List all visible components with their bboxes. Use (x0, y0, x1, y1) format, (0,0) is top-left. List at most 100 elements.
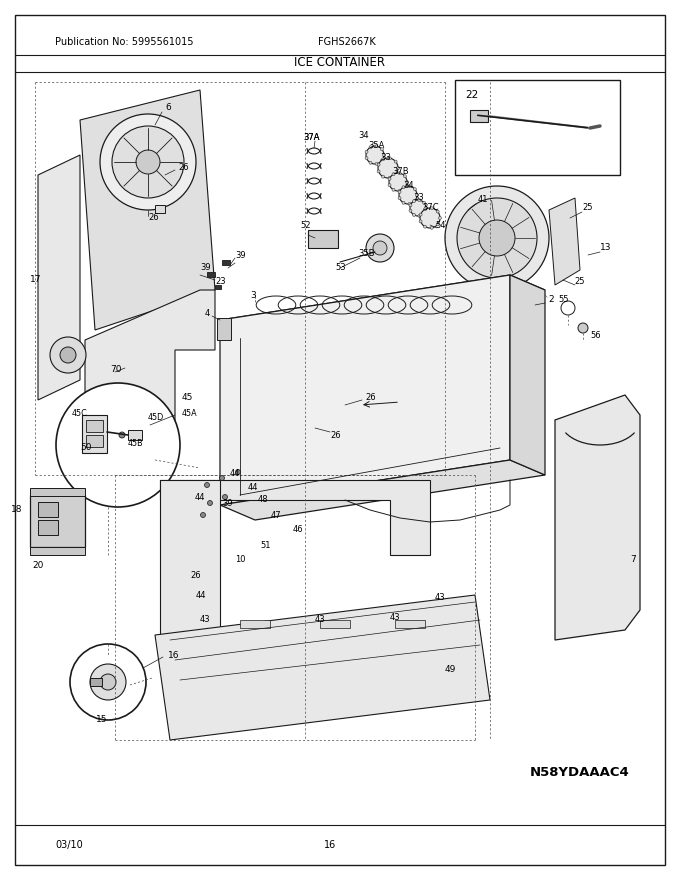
Text: 26: 26 (148, 214, 158, 223)
Bar (320, 620, 350, 628)
Polygon shape (510, 275, 545, 475)
Circle shape (369, 146, 372, 149)
Bar (155, 205, 165, 213)
Text: 41: 41 (478, 195, 488, 204)
Circle shape (410, 200, 426, 216)
Circle shape (394, 160, 397, 163)
Polygon shape (80, 90, 215, 330)
Circle shape (403, 175, 407, 178)
Circle shape (409, 204, 412, 207)
Circle shape (378, 158, 398, 178)
Circle shape (50, 337, 86, 373)
Text: 39: 39 (235, 251, 245, 260)
Circle shape (394, 173, 397, 176)
Text: 43: 43 (315, 615, 326, 625)
Circle shape (430, 226, 433, 230)
Circle shape (377, 170, 380, 173)
Circle shape (457, 198, 537, 278)
Circle shape (578, 323, 588, 333)
Text: 35A: 35A (368, 141, 384, 150)
Text: 53: 53 (335, 263, 345, 273)
Text: 45: 45 (182, 393, 193, 402)
Circle shape (90, 664, 126, 700)
Circle shape (415, 194, 418, 196)
Circle shape (402, 186, 405, 188)
Circle shape (423, 202, 426, 204)
Circle shape (56, 383, 180, 507)
Text: 45A: 45A (182, 408, 198, 417)
Text: 44: 44 (248, 483, 258, 493)
Polygon shape (555, 395, 640, 640)
Circle shape (413, 214, 415, 216)
Circle shape (373, 241, 387, 255)
Circle shape (388, 184, 391, 187)
Text: 44: 44 (195, 494, 205, 502)
Text: 37C: 37C (422, 203, 439, 212)
Circle shape (222, 495, 228, 500)
Circle shape (430, 207, 433, 209)
Text: 18: 18 (10, 505, 22, 515)
Circle shape (398, 189, 401, 193)
Polygon shape (220, 460, 545, 520)
Bar (207, 272, 215, 277)
Text: 25: 25 (574, 277, 585, 287)
Text: 10: 10 (235, 555, 245, 564)
Bar (38, 520, 58, 535)
Circle shape (70, 644, 146, 720)
Text: 26: 26 (365, 393, 375, 402)
Polygon shape (38, 155, 80, 400)
Text: 34: 34 (403, 180, 413, 189)
Text: 44: 44 (196, 590, 207, 599)
Circle shape (112, 126, 184, 198)
Text: 26: 26 (330, 430, 341, 439)
Text: Publication No: 5995561015: Publication No: 5995561015 (55, 37, 194, 47)
Text: 13: 13 (600, 244, 611, 253)
Text: 39: 39 (222, 500, 233, 509)
Text: 55: 55 (558, 296, 568, 304)
Text: 15: 15 (96, 715, 107, 724)
Circle shape (100, 114, 196, 210)
Circle shape (100, 674, 116, 690)
Circle shape (220, 475, 224, 480)
Circle shape (207, 501, 212, 505)
Circle shape (388, 176, 391, 180)
Bar (86, 420, 103, 432)
Text: ICE CONTAINER: ICE CONTAINER (294, 56, 386, 70)
Polygon shape (160, 480, 220, 640)
Circle shape (418, 199, 421, 202)
Text: 49: 49 (445, 665, 456, 674)
Polygon shape (220, 275, 545, 335)
Circle shape (205, 482, 209, 488)
Circle shape (424, 208, 426, 211)
Bar (30, 547, 85, 555)
Text: 22: 22 (465, 90, 478, 100)
Text: 43: 43 (390, 613, 401, 622)
Bar (82, 415, 107, 453)
Text: 26: 26 (178, 164, 188, 172)
Circle shape (388, 178, 391, 180)
Circle shape (381, 158, 384, 161)
Text: 50: 50 (80, 443, 92, 451)
Text: 52: 52 (300, 221, 311, 230)
Text: 03/10: 03/10 (55, 840, 83, 850)
Circle shape (396, 166, 400, 170)
Circle shape (380, 159, 384, 162)
Circle shape (119, 432, 125, 438)
Text: FGHS2667K: FGHS2667K (318, 37, 376, 47)
Polygon shape (549, 198, 580, 285)
Circle shape (413, 199, 416, 202)
Text: N58YDAAAC4: N58YDAAAC4 (530, 766, 630, 780)
Circle shape (60, 347, 76, 363)
Circle shape (398, 190, 401, 194)
Text: 45B: 45B (128, 439, 143, 449)
Circle shape (392, 172, 395, 176)
Circle shape (235, 470, 241, 474)
Circle shape (389, 173, 407, 191)
Bar (215, 285, 221, 289)
Text: 2: 2 (548, 296, 554, 304)
Text: 44: 44 (230, 470, 241, 479)
Bar (308, 230, 338, 248)
Text: 33: 33 (380, 153, 391, 163)
Bar (86, 435, 103, 447)
Text: 45C: 45C (72, 408, 88, 417)
